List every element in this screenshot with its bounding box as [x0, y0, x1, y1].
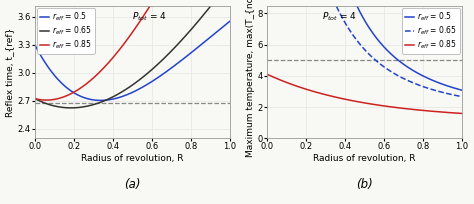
$r_{eff}$ = 0.5: [383, 47, 388, 50]
Line: $r_{eff}$ = 0.5: $r_{eff}$ = 0.5: [267, 0, 462, 90]
$r_{eff}$ = 0.85: [412, 108, 418, 111]
$r_{eff}$ = 0.65: [151, 67, 156, 70]
$r_{eff}$ = 0.5: [32, 44, 38, 47]
$r_{eff}$ = 0.85: [32, 98, 38, 100]
$r_{eff}$ = 0.85: [151, 0, 156, 2]
$r_{eff}$ = 0.65: [156, 62, 162, 64]
$r_{eff}$ = 0.5: [459, 89, 465, 91]
$r_{eff}$ = 0.85: [264, 73, 270, 76]
$r_{eff}$ = 0.65: [146, 71, 151, 74]
$r_{eff}$ = 0.5: [151, 79, 156, 82]
$r_{eff}$ = 0.65: [44, 103, 50, 105]
$r_{eff}$ = 0.65: [32, 98, 38, 100]
Legend: $r_{eff}$ = 0.5, $r_{eff}$ = 0.65, $r_{eff}$ = 0.85: $r_{eff}$ = 0.5, $r_{eff}$ = 0.65, $r_{e…: [37, 8, 95, 54]
Legend: $r_{eff}$ = 0.5, $r_{eff}$ = 0.65, $r_{eff}$ = 0.85: $r_{eff}$ = 0.5, $r_{eff}$ = 0.65, $r_{e…: [402, 8, 460, 54]
$r_{eff}$ = 0.85: [377, 104, 383, 107]
$r_{eff}$ = 0.5: [44, 64, 50, 67]
Text: (b): (b): [356, 178, 373, 191]
$r_{eff}$ = 0.85: [45, 99, 50, 101]
Y-axis label: Maximum temperature, max(T_{nd}): Maximum temperature, max(T_{nd}): [246, 0, 255, 157]
$r_{eff}$ = 0.85: [459, 112, 465, 115]
$r_{eff}$ = 0.65: [200, 14, 206, 17]
$r_{eff}$ = 0.5: [146, 83, 151, 85]
$r_{eff}$ = 0.5: [432, 80, 438, 82]
$r_{eff}$ = 0.85: [383, 105, 388, 107]
$r_{eff}$ = 0.5: [98, 99, 103, 102]
$r_{eff}$ = 0.5: [377, 42, 383, 44]
$r_{eff}$ = 0.65: [377, 63, 383, 65]
Line: $r_{eff}$ = 0.85: $r_{eff}$ = 0.85: [267, 74, 462, 113]
$r_{eff}$ = 0.85: [432, 110, 438, 113]
$r_{eff}$ = 0.65: [459, 95, 465, 98]
Line: $r_{eff}$ = 0.65: $r_{eff}$ = 0.65: [267, 0, 462, 97]
Y-axis label: Reflex time, t_{ref}: Reflex time, t_{ref}: [6, 27, 15, 117]
$r_{eff}$ = 0.5: [200, 42, 206, 44]
$r_{eff}$ = 0.5: [412, 70, 418, 73]
$r_{eff}$ = 0.85: [388, 106, 394, 108]
$r_{eff}$ = 0.65: [383, 67, 388, 69]
Line: $r_{eff}$ = 0.65: $r_{eff}$ = 0.65: [35, 0, 229, 108]
Line: $r_{eff}$ = 0.85: $r_{eff}$ = 0.85: [35, 0, 229, 100]
$r_{eff}$ = 0.65: [68, 107, 74, 109]
Line: $r_{eff}$ = 0.5: $r_{eff}$ = 0.5: [35, 21, 229, 100]
X-axis label: Radius of revolution, R: Radius of revolution, R: [313, 154, 416, 163]
$r_{eff}$ = 0.85: [276, 78, 282, 81]
X-axis label: Radius of revolution, R: Radius of revolution, R: [81, 154, 183, 163]
$r_{eff}$ = 0.85: [44, 99, 49, 101]
$r_{eff}$ = 0.5: [227, 20, 232, 23]
$r_{eff}$ = 0.65: [180, 38, 186, 40]
$r_{eff}$ = 0.5: [156, 75, 162, 78]
$r_{eff}$ = 0.5: [388, 53, 394, 55]
Text: $P_{tot}$ = 4: $P_{tot}$ = 4: [132, 11, 167, 23]
$r_{eff}$ = 0.85: [146, 7, 151, 10]
$r_{eff}$ = 0.5: [180, 58, 186, 61]
$r_{eff}$ = 0.65: [388, 71, 394, 73]
$r_{eff}$ = 0.65: [432, 89, 438, 92]
Text: (a): (a): [124, 178, 140, 191]
Text: $P_{tot}$ = 4: $P_{tot}$ = 4: [322, 11, 356, 23]
$r_{eff}$ = 0.65: [412, 82, 418, 85]
